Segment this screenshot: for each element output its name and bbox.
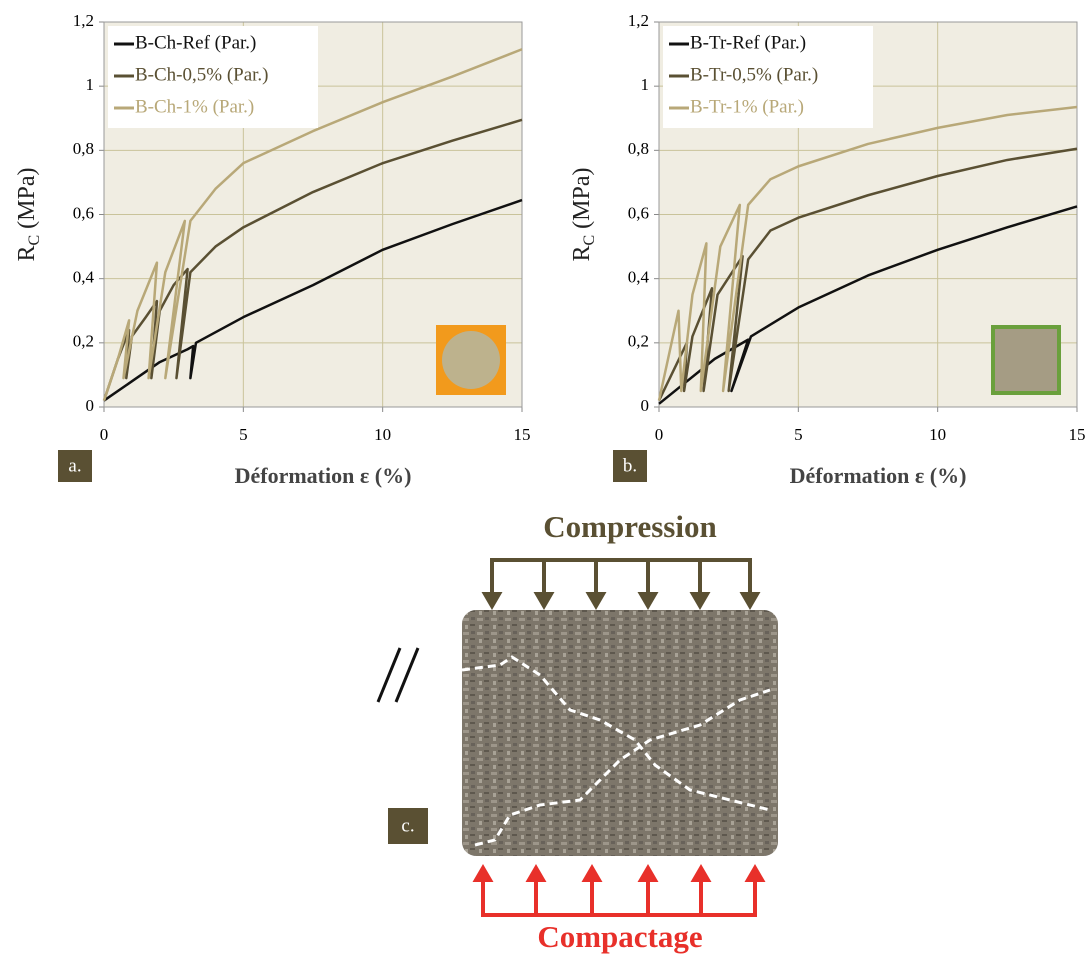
data-line	[657, 147, 1078, 402]
legend-label: B-Ch-Ref (Par.)	[135, 32, 256, 53]
x-tick-label: 15	[1069, 425, 1086, 444]
y-tick-label: 0,4	[628, 268, 650, 287]
x-tick-label: 15	[514, 425, 531, 444]
compression-arrows	[481, 558, 761, 610]
y-axis-title-unit: (MPa)	[14, 167, 40, 234]
legend-label: B-Ch-0,5% (Par.)	[135, 64, 269, 85]
y-axis-title-unit: (MPa)	[569, 167, 595, 234]
x-tick-label: 10	[929, 425, 946, 444]
panel-label-box	[58, 450, 92, 482]
x-axis-title: Déformation ε (%)	[235, 463, 412, 488]
compression-label: Compression	[543, 509, 716, 544]
panel-label-box	[613, 450, 647, 482]
legend-label: B-Tr-Ref (Par.)	[690, 32, 806, 53]
y-axis-title: RC (MPa)	[14, 167, 43, 261]
legend-box	[663, 26, 873, 128]
y-axis-title-sub: C	[26, 235, 43, 246]
inset-sample	[442, 331, 500, 389]
data-line	[103, 198, 523, 402]
panel-label: c.	[401, 815, 414, 836]
y-tick-label: 0,4	[73, 268, 95, 287]
plot-border	[103, 21, 523, 408]
y-tick-label: 0,2	[628, 332, 649, 351]
compactage-arrows	[472, 864, 766, 917]
y-tick-label: 0,8	[628, 139, 649, 158]
slash-marks	[376, 647, 420, 703]
y-tick-label: 0	[86, 396, 95, 415]
y-tick-label: 0,2	[73, 332, 94, 351]
fracture-lines	[461, 655, 771, 847]
x-axis-title: Déformation ε (%)	[790, 463, 967, 488]
panel-label: a.	[68, 455, 81, 476]
x-tick-label: 5	[794, 425, 803, 444]
y-axis-title-main: R	[14, 245, 40, 261]
y-tick-label: 0	[641, 396, 650, 415]
y-tick-label: 0,6	[73, 203, 94, 222]
y-tick-label: 1,2	[73, 11, 94, 30]
y-tick-label: 1,2	[628, 11, 649, 30]
panel-label-box	[388, 808, 428, 844]
x-tick-label: 5	[239, 425, 248, 444]
legend-label: B-Tr-0,5% (Par.)	[690, 64, 818, 85]
data-line	[102, 48, 523, 401]
compactage-label: Compactage	[537, 919, 702, 954]
y-axis-title: RC (MPa)	[569, 167, 598, 261]
plot-border	[658, 21, 1078, 408]
y-tick-label: 1	[86, 75, 95, 94]
data-line	[102, 118, 523, 401]
x-tick-label: 10	[374, 425, 391, 444]
inset-sample	[995, 329, 1057, 391]
x-tick-label: 0	[100, 425, 109, 444]
data-line	[657, 105, 1078, 401]
legend-label: B-Ch-1% (Par.)	[135, 96, 254, 117]
y-tick-label: 0,6	[628, 203, 649, 222]
legend-box	[108, 26, 318, 128]
legend-label: B-Tr-1% (Par.)	[690, 96, 804, 117]
y-tick-label: 0,8	[73, 139, 94, 158]
x-tick-label: 0	[655, 425, 664, 444]
y-axis-title-main: R	[569, 245, 595, 261]
y-axis-title-sub: C	[581, 235, 598, 246]
panel-label: b.	[623, 455, 637, 476]
y-tick-label: 1	[641, 75, 650, 94]
